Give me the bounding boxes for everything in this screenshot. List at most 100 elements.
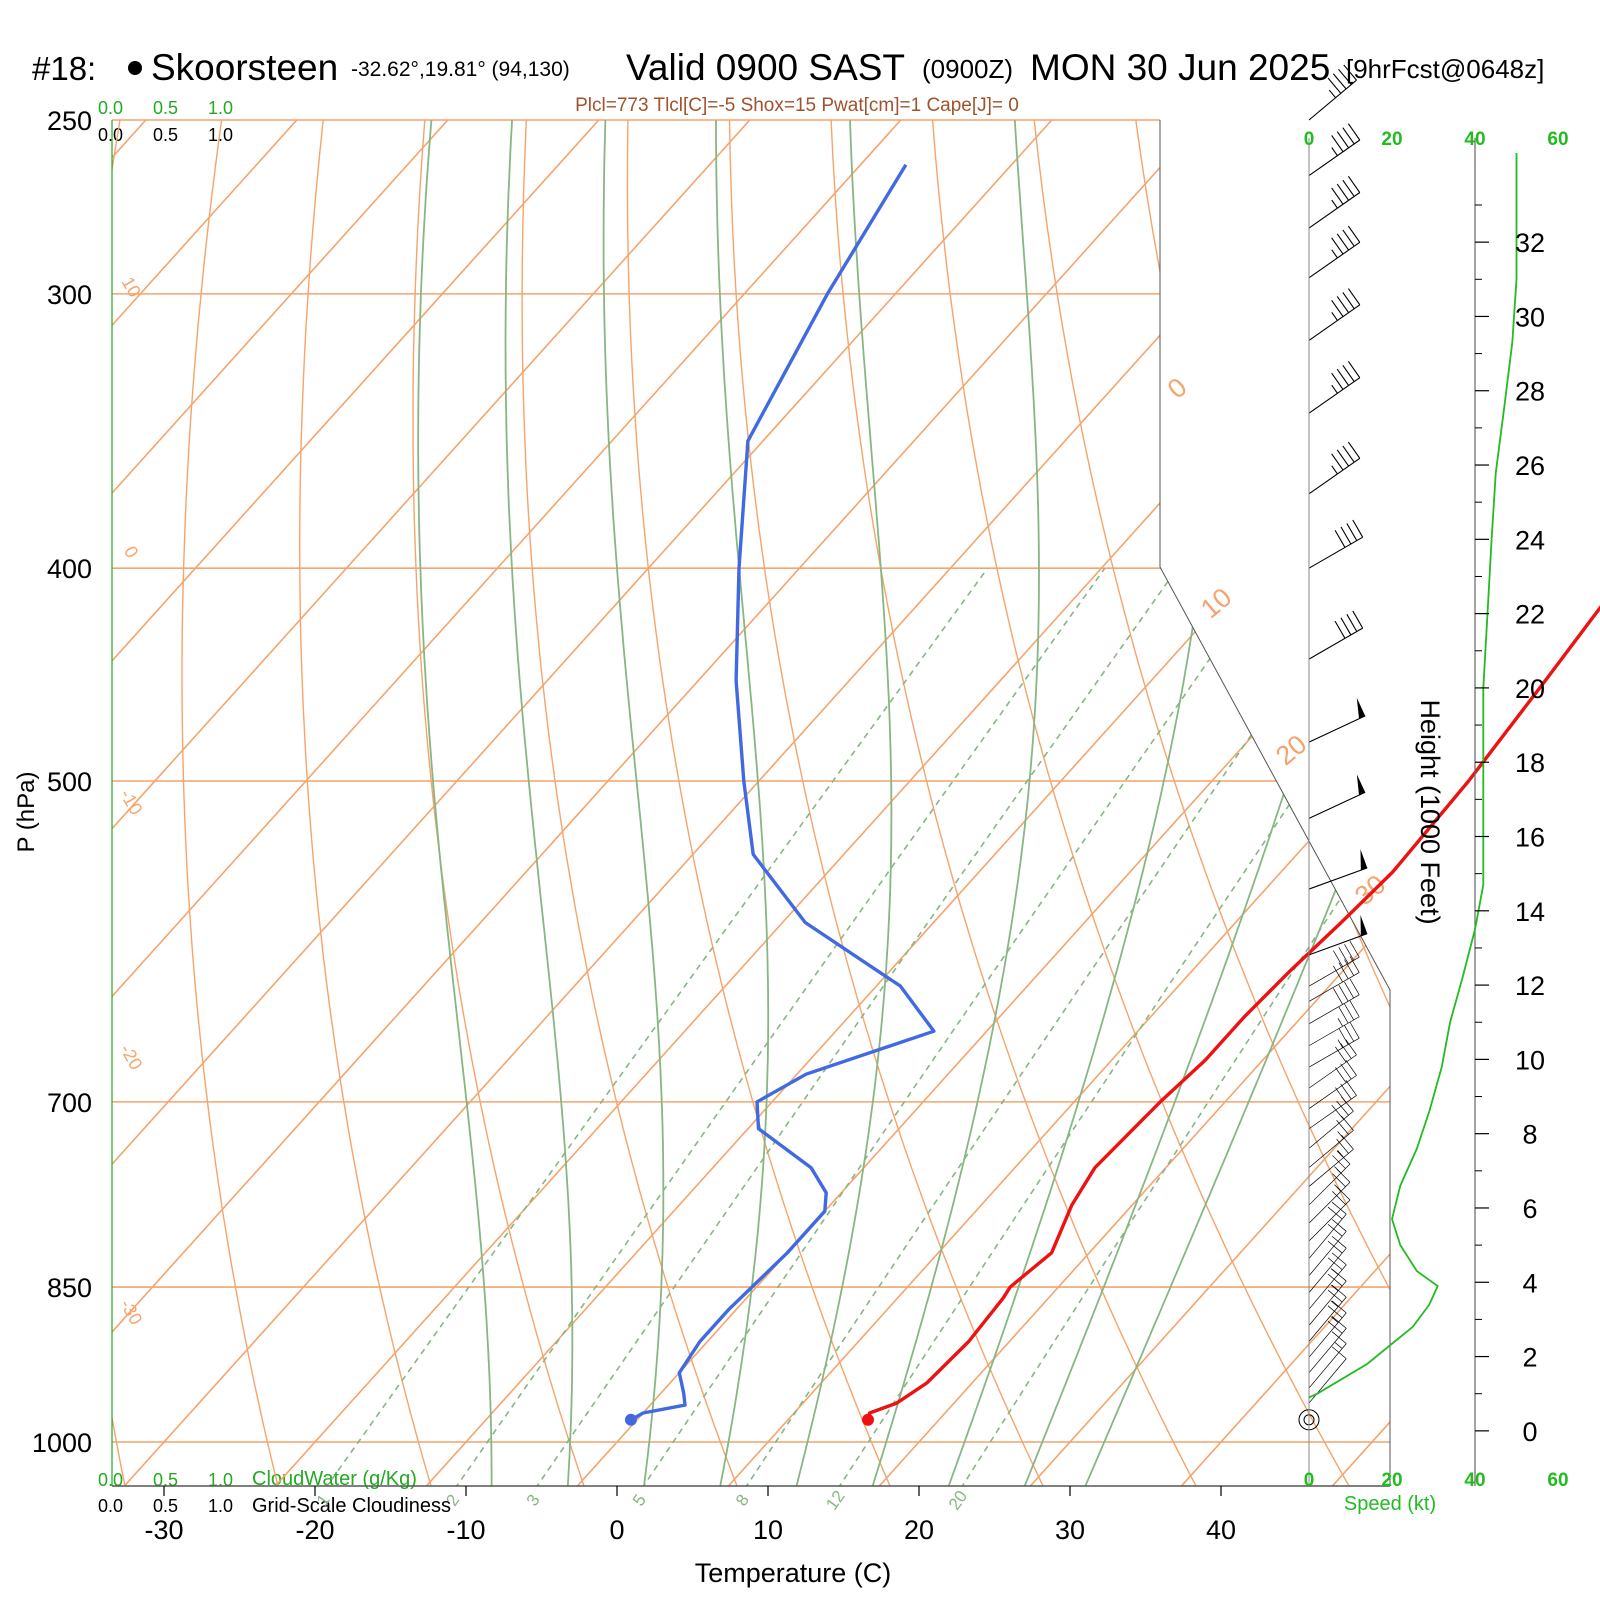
dry-adiabat-line [1330,120,1390,1486]
plot-frame [111,120,1391,1487]
cloudiness-label: Grid-Scale Cloudiness [252,1495,451,1517]
barb-flag [1336,1168,1351,1183]
isotherm-label: 20 [1270,729,1312,771]
cloud-scale-bottom: 0.0 0.5 1.0 CloudWater (g/Kg) 0.0 0.5 1.… [98,1468,451,1517]
isotherm-line [112,120,786,1486]
barb-flag [1343,64,1357,81]
isotherm-line [1481,81,1600,1488]
barb-flag [1333,988,1343,1005]
barb-flag [1347,441,1361,459]
isotherm-line [121,120,1390,1486]
barb-flag [1331,1104,1344,1120]
barb-flag [1336,1150,1351,1165]
pressure-tick-label: 850 [47,1273,92,1303]
barb-flag [1344,1025,1355,1042]
mixing-ratio-label: 3 [523,1491,544,1510]
barb-flag [1336,183,1350,201]
x-tick-label: 0 [609,1515,624,1545]
barb-half-flag [1337,1131,1344,1139]
mixing-ratio-label: 5 [629,1491,650,1510]
barb-half-flag [1337,1018,1343,1027]
dry-adiabat-line [728,120,1050,1486]
cloudiness-tick: 0.5 [153,1496,178,1516]
barb-flag [1336,1120,1349,1135]
isobar-lines [112,119,1390,1443]
barb-flag [1341,1115,1354,1131]
barb-flag [1327,1289,1343,1303]
x-tick-label: 20 [904,1515,934,1545]
height-tick-label: 10 [1515,1045,1545,1075]
wind-barb [1308,774,1366,819]
barb-flag [1342,229,1355,247]
barb-flag [1347,361,1361,378]
height-tick-label: 20 [1515,674,1545,704]
moist-adiabat-line [602,120,665,1486]
barb-flag [1334,529,1346,548]
height-tick-label: 28 [1515,377,1545,407]
wind-barb [1308,361,1361,414]
cloudwater-tick: 0.5 [153,98,178,118]
wind-barb [1308,175,1361,229]
barb-flag [1349,1000,1360,1017]
wind-barb [1308,978,1360,1025]
isotherm-line [423,120,1390,1486]
isotherm-line [574,120,1390,1486]
barb-flag [1344,959,1355,976]
wind-barb [1308,1080,1357,1130]
height-tick-label: 0 [1522,1417,1537,1447]
isotherm-lines [112,81,1600,1488]
isotherm-label: 10 [118,273,145,300]
barb-flag [1332,1155,1346,1169]
wind-barb [1308,1115,1354,1168]
cloudwater-tick: 0.0 [98,98,123,118]
barb-flag [1336,449,1350,467]
barb-flag [1331,1331,1347,1344]
mixing-ratio-line [454,567,1106,1486]
barb-flag [1331,1201,1347,1215]
height-tick-label: 4 [1522,1268,1537,1298]
x-tick-label: 10 [753,1515,783,1545]
wind-barb [1308,1201,1347,1259]
height-axis-label: Height (1000 Feet) [1415,699,1445,924]
dry-adiabat-line [181,120,282,1486]
isotherm-line [272,120,1390,1486]
wind-barb [1308,1150,1351,1206]
barb-half-flag [1331,465,1338,475]
y-axis-label: P (hPa) [13,772,40,853]
height-tick-label: 22 [1515,600,1545,630]
barb-flag [1338,1006,1349,1024]
barb-flag [1342,292,1355,310]
barb-pennant [1356,697,1366,719]
speed-tick-label: 60 [1547,129,1568,150]
mixing-ratio-line [744,567,1366,1486]
wind-barb [1308,1096,1354,1149]
barb-flag [1331,1316,1347,1329]
barb-flag [1331,237,1344,255]
barb-flag [1342,365,1355,382]
barb-flag [1346,614,1358,632]
cloud-scale-top: 0.0 0.5 1.0 0.0 0.5 1.0 [98,98,233,145]
barb-flag [1332,1173,1346,1187]
barb-flag [1336,233,1350,251]
wind-barb [1308,915,1368,956]
isotherm-label: -10 [116,786,146,819]
barb-flag [1331,299,1344,317]
station-number: #18: [32,50,96,87]
x-tick-label: -10 [446,1515,485,1545]
barb-flag [1331,1346,1347,1359]
barb-half-flag [1337,1039,1343,1048]
barb-flag [1340,617,1352,636]
isotherm-line [112,120,484,1486]
barb-flag [1338,984,1349,1002]
temperature-line [866,605,1600,1421]
dry-adiabat-line [929,120,1357,1486]
cloudiness-tick: 1.0 [208,125,233,145]
wind-barb [1308,519,1364,569]
height-tick-label: 8 [1522,1120,1537,1150]
speed-tick-label: 0 [1304,1470,1315,1491]
barb-half-flag [1334,1342,1343,1349]
height-tick-label: 32 [1515,228,1545,258]
barb-flag [1345,1039,1357,1056]
barb-flag [1327,1273,1343,1287]
